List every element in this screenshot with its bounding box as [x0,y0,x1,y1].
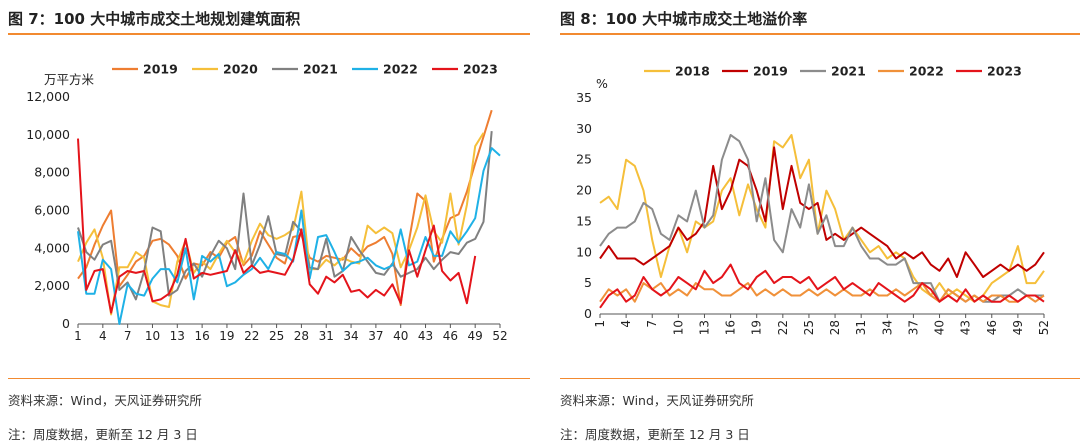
y-tick-label: 6,000 [34,203,70,218]
y-tick-label: 4,000 [34,240,70,255]
legend-label-2021: 2021 [303,62,338,77]
unit-label: 万平方米 [44,72,95,87]
y-tick-label: 0 [584,306,592,321]
series-line-2019 [77,109,493,307]
y-tick-label: 5 [584,275,592,290]
figure-8-panel: 图 8：100 大中城市成交土地溢价率 % 0 5 10 15 20 25 30 35 1 4 7 10… [552,0,1080,447]
x-tick-label: 7 [124,329,132,343]
figure-7-chart: 万平方米 0 2,000 4,000 6,000 8,000 10,000 12,000 1 4 7… [26,62,507,344]
x-tick-label: 31 [319,329,334,343]
figure-7-remark-note: 注：周度数据，更新至 12 月 3 日 [8,427,198,442]
x-tick-label: 43 [418,329,433,343]
x-tick-label: 16 [724,320,738,335]
legend-label-2023: 2023 [987,64,1022,79]
x-tick-label: 40 [393,329,408,343]
legend-label-2018: 2018 [675,64,710,79]
y-tick-label: 2,000 [34,278,70,293]
x-tick-label: 16 [194,329,209,343]
figure-8-remark-note: 注：周度数据，更新至 12 月 3 日 [560,427,750,442]
x-tick-label: 1 [74,329,82,343]
figure-8-chart: % 0 5 10 15 20 25 30 35 1 4 7 10 13 16 19 22 25 28 31 34 37 40… [576,64,1051,336]
legend-label-2022: 2022 [383,62,418,77]
series-line-2022 [599,282,1045,303]
y-tick-label: 20 [576,183,592,198]
x-tick-label: 13 [170,329,185,343]
y-tick-label: 15 [576,213,592,228]
x-tick-label: 22 [776,320,790,335]
x-tick-label: 52 [492,329,507,343]
x-tick-label: 28 [294,329,309,343]
x-tick-label: 25 [802,320,816,335]
figure-7-panel: 图 7：100 大中城市成交土地规划建筑面积 万平方米 0 2,000 4,000 6,… [0,0,530,447]
figure-7-top-rule [8,33,530,35]
figure-8-source-note: 资料来源：Wind，天风证券研究所 [560,393,754,408]
x-tick-label: 1 [593,320,607,328]
figure-8-title: 图 8：100 大中城市成交土地溢价率 [560,10,808,28]
x-tick-label: 4 [619,320,633,328]
x-tick-label: 34 [880,320,894,335]
figure-8-bottom-rule [560,378,1080,379]
x-tick-label: 46 [443,329,458,343]
x-tick-label: 49 [1011,320,1025,335]
x-tick-label: 19 [750,320,764,335]
series-line-2023 [599,263,1045,309]
figure-7-source-note: 资料来源：Wind，天风证券研究所 [8,393,202,408]
x-tick-label: 49 [468,329,483,343]
x-tick-label: 10 [671,320,685,335]
legend-label-2021: 2021 [831,64,866,79]
y-tick-label: 12,000 [26,89,70,104]
x-tick-label: 22 [244,329,259,343]
x-tick-label: 34 [343,329,358,343]
y-tick-label: 10 [576,244,592,259]
legend-label-2019: 2019 [143,62,178,77]
x-tick-label: 40 [933,320,947,335]
series-line-2023 [77,138,477,314]
figure-7-bottom-rule [8,378,530,379]
x-tick-label: 52 [1037,320,1051,335]
y-tick-label: 35 [576,90,592,105]
unit-label: % [596,76,608,91]
x-tick-label: 25 [269,329,284,343]
y-tick-label: 10,000 [26,127,70,142]
figure-8-top-rule [560,33,1080,35]
x-tick-label: 43 [959,320,973,335]
y-tick-label: 8,000 [34,165,70,180]
legend-label-2023: 2023 [463,62,498,77]
x-tick-label: 31 [854,320,868,335]
x-tick-label: 4 [99,329,107,343]
x-tick-label: 46 [985,320,999,335]
x-tick-label: 37 [906,320,920,335]
x-tick-label: 13 [697,320,711,335]
legend-label-2022: 2022 [909,64,944,79]
y-tick-label: 25 [576,152,592,167]
x-tick-label: 37 [368,329,383,343]
y-tick-label: 0 [62,316,70,331]
legend-label-2019: 2019 [753,64,788,79]
x-tick-label: 19 [219,329,234,343]
x-tick-label: 7 [645,320,659,328]
x-tick-label: 10 [145,329,160,343]
legend-label-2020: 2020 [223,62,258,77]
figure-7-title: 图 7：100 大中城市成交土地规划建筑面积 [8,10,301,28]
x-tick-label: 28 [828,320,842,335]
y-tick-label: 30 [576,121,592,136]
series-line-2019 [599,146,1045,278]
